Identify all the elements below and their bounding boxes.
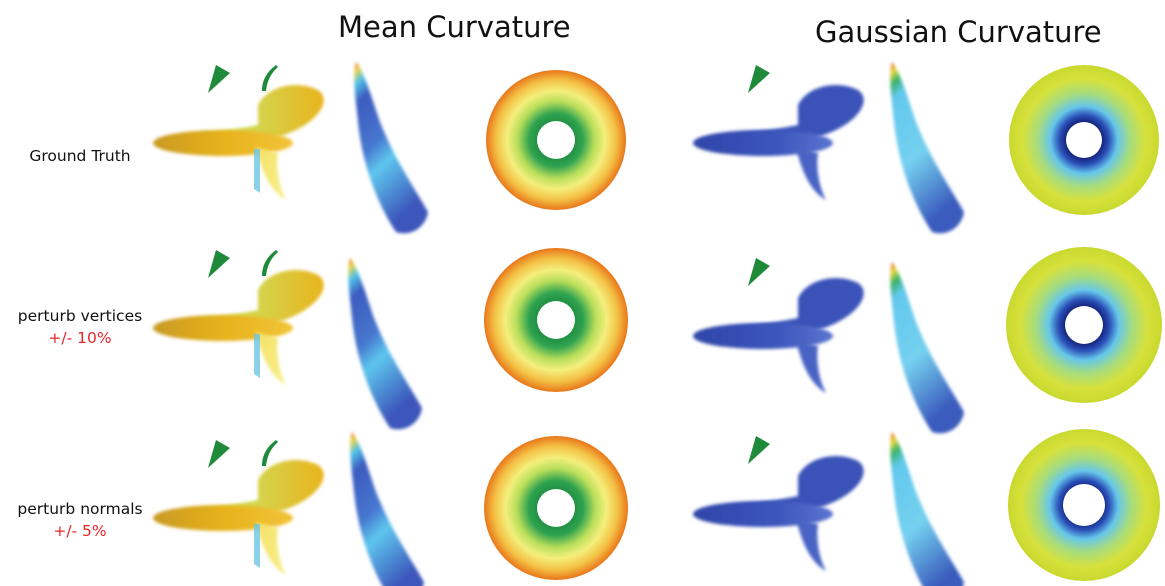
gaussian-curvature-title: Gaussian Curvature <box>815 15 1102 49</box>
row-label-perturb-normals: perturb normals +/- 5% <box>0 498 160 542</box>
row-label-perturb-vertices: perturb vertices +/- 10% <box>0 305 160 349</box>
mean-torus-row1 <box>484 248 628 392</box>
row-sublabel: +/- 10% <box>48 329 112 347</box>
mean-torus-row2 <box>484 436 628 580</box>
mean-spiral-row1 <box>153 250 324 385</box>
mean-spiral-row2 <box>153 440 324 575</box>
gauss-torus-row1 <box>1006 247 1162 403</box>
mean-blade-row1 <box>348 258 422 430</box>
gauss-torus-row0 <box>1009 65 1159 215</box>
mean-curvature-title: Mean Curvature <box>338 10 571 44</box>
mean-spiral-row0 <box>153 65 324 200</box>
row-label-text: perturb vertices <box>17 307 143 325</box>
gauss-spiral-row2 <box>693 436 864 571</box>
row-label-ground-truth: Ground Truth <box>0 145 160 167</box>
mean-blade-row2 <box>350 432 424 586</box>
gauss-spiral-row1 <box>693 258 864 393</box>
row-sublabel: +/- 5% <box>53 522 107 540</box>
gauss-blade-row0 <box>890 62 964 234</box>
row-label-text: perturb normals <box>17 500 143 518</box>
gauss-blade-row1 <box>890 262 964 434</box>
mean-torus-row0 <box>486 70 626 210</box>
gauss-torus-row2 <box>1008 429 1160 581</box>
gauss-spiral-row0 <box>693 65 864 200</box>
mean-blade-row0 <box>354 62 428 234</box>
row-label-text: Ground Truth <box>29 147 131 165</box>
gauss-blade-row2 <box>890 432 964 586</box>
